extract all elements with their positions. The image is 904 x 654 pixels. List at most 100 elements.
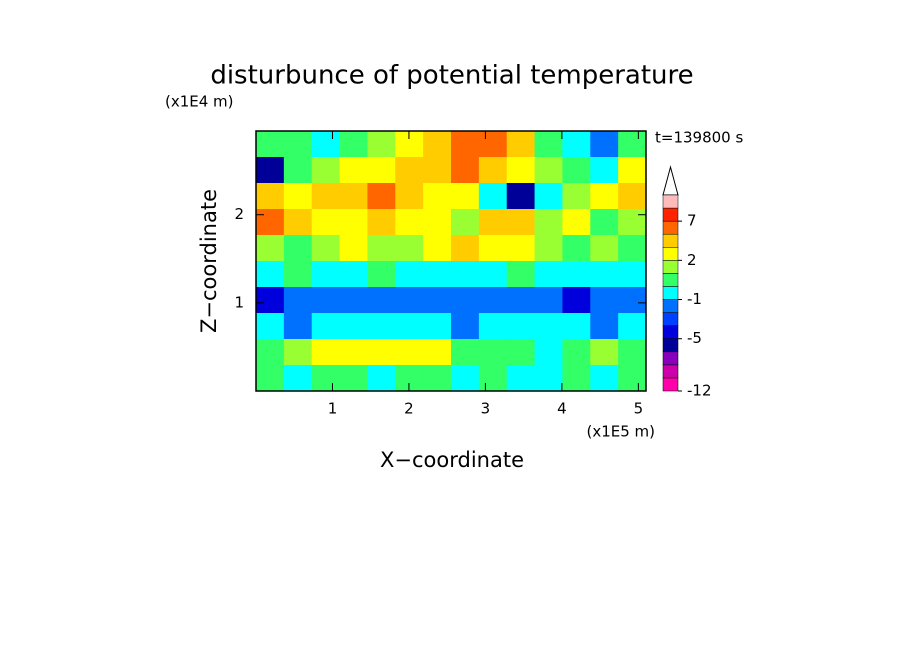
field-cell <box>256 183 285 210</box>
colorbar-segment <box>662 351 679 366</box>
field-cell <box>423 261 452 288</box>
field-cell <box>590 183 619 210</box>
colorbar-segment <box>662 194 679 209</box>
field-cell <box>506 157 536 184</box>
colorbar-segment <box>662 260 679 274</box>
field-cell <box>395 339 424 366</box>
field-cell <box>506 287 536 314</box>
colorbar-segment <box>662 286 679 300</box>
field-cell <box>256 209 285 236</box>
field-cell <box>506 261 536 288</box>
field-cell <box>590 313 619 340</box>
field-cell <box>590 157 619 184</box>
field-cell <box>256 157 285 184</box>
field-cell <box>534 261 563 288</box>
field-cell <box>478 261 508 288</box>
field-cell <box>451 131 480 158</box>
field-cell <box>562 287 591 314</box>
field-cell <box>562 235 591 262</box>
field-cell <box>367 157 396 184</box>
field-cell <box>590 287 619 314</box>
field-cell <box>506 235 536 262</box>
field-cell <box>562 261 591 288</box>
field-cell <box>311 209 341 236</box>
field-cell <box>618 365 647 392</box>
field-cell <box>256 261 285 288</box>
field-cell <box>283 365 313 392</box>
field-cell <box>618 209 647 236</box>
field-cell <box>339 261 368 288</box>
field-cell <box>478 365 508 392</box>
time-label: t=139800 s <box>655 129 743 147</box>
field-cell <box>283 287 313 314</box>
field-cell <box>311 183 341 210</box>
field-cell <box>395 183 424 210</box>
field-cell <box>256 365 285 392</box>
field <box>256 131 647 392</box>
x-unit: (x1E5 m) <box>586 423 655 441</box>
field-cell <box>451 157 480 184</box>
field-cell <box>339 209 368 236</box>
field-cell <box>283 157 313 184</box>
field-cell <box>506 131 536 158</box>
field-cell <box>367 261 396 288</box>
field-cell <box>367 131 396 158</box>
field-cell <box>534 339 563 366</box>
field-cell <box>562 183 591 210</box>
field-cell <box>395 313 424 340</box>
field-cell <box>256 131 285 158</box>
field-cell <box>395 235 424 262</box>
field-cell <box>423 365 452 392</box>
field-cell <box>534 365 563 392</box>
field-cell <box>256 235 285 262</box>
field-cell <box>311 235 341 262</box>
field-cell <box>451 287 480 314</box>
field-cell <box>506 209 536 236</box>
field-cell <box>395 261 424 288</box>
field-cell <box>367 313 396 340</box>
field-cell <box>311 157 341 184</box>
field-cell <box>590 209 619 236</box>
field-cell <box>534 157 563 184</box>
field-cell <box>395 157 424 184</box>
field-cell <box>618 313 647 340</box>
field-cell <box>311 339 341 366</box>
field-cell <box>562 313 591 340</box>
field-cell <box>395 365 424 392</box>
field-cell <box>339 287 368 314</box>
field-cell <box>423 157 452 184</box>
field-cell <box>562 365 591 392</box>
field-cell <box>478 183 508 210</box>
field-cell <box>618 131 647 158</box>
field-cell <box>506 365 536 392</box>
field-cell <box>256 313 285 340</box>
field-cell <box>534 131 563 158</box>
field-cell <box>451 365 480 392</box>
field-cell <box>367 287 396 314</box>
field-cell <box>562 209 591 236</box>
x-tick-label: 1 <box>328 400 338 418</box>
colorbar-tick-label: 7 <box>687 212 697 230</box>
field-cell <box>311 313 341 340</box>
field-cell <box>283 235 313 262</box>
field-cell <box>339 131 368 158</box>
field-cell <box>451 235 480 262</box>
field-cell <box>367 235 396 262</box>
field-cell <box>534 235 563 262</box>
field-cell <box>618 183 647 210</box>
field-cell <box>283 313 313 340</box>
field-cell <box>478 131 508 158</box>
field-cell <box>423 235 452 262</box>
colorbar-segment <box>662 377 679 392</box>
field-cell <box>451 261 480 288</box>
field-cell <box>283 209 313 236</box>
field-cell <box>478 313 508 340</box>
colorbar-segment <box>662 325 679 339</box>
field-cell <box>590 365 619 392</box>
field-cell <box>311 365 341 392</box>
colorbar-segment <box>662 273 679 287</box>
field-cell <box>451 183 480 210</box>
field-cell <box>423 183 452 210</box>
field-cell <box>339 235 368 262</box>
